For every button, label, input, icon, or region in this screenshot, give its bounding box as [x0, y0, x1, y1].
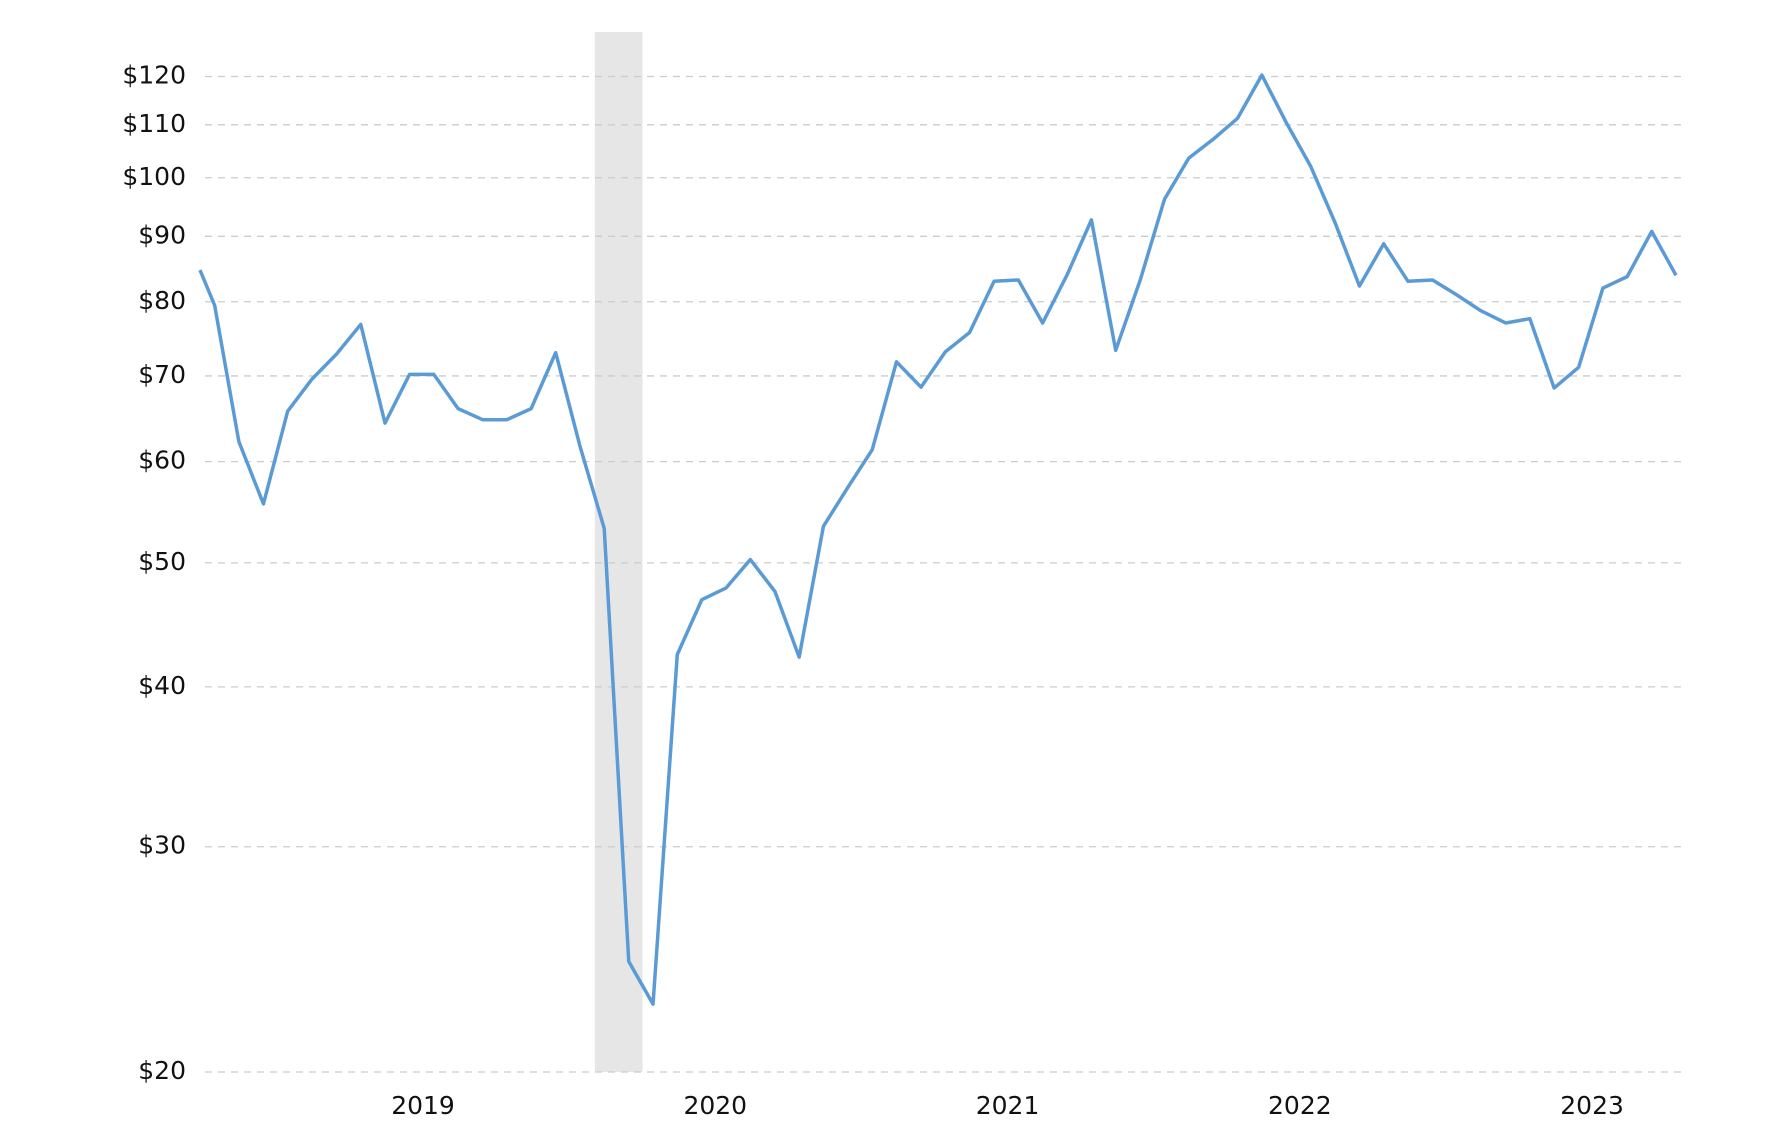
y-tick-label: $110 — [122, 109, 186, 138]
x-tick-label: 2021 — [976, 1091, 1040, 1120]
y-tick-label: $100 — [122, 162, 186, 191]
x-tick-label: 2019 — [391, 1091, 455, 1120]
y-tick-label: $120 — [122, 60, 186, 89]
x-tick-label: 2020 — [683, 1091, 747, 1120]
line — [198, 73, 1678, 1006]
y-tick-label: $40 — [138, 671, 186, 700]
y-tick-label: $20 — [138, 1056, 186, 1085]
shaded-region — [594, 32, 643, 1072]
y-tick-label: $50 — [138, 547, 186, 576]
x-tick-label: 2023 — [1560, 1091, 1624, 1120]
y-tick-label: $80 — [138, 286, 186, 315]
x-tick-label: 2022 — [1268, 1091, 1332, 1120]
y-tick-label: $70 — [138, 360, 186, 389]
y-tick-label: $30 — [138, 831, 186, 860]
y-tick-label: $90 — [138, 220, 186, 249]
y-tick-label: $60 — [138, 446, 186, 475]
